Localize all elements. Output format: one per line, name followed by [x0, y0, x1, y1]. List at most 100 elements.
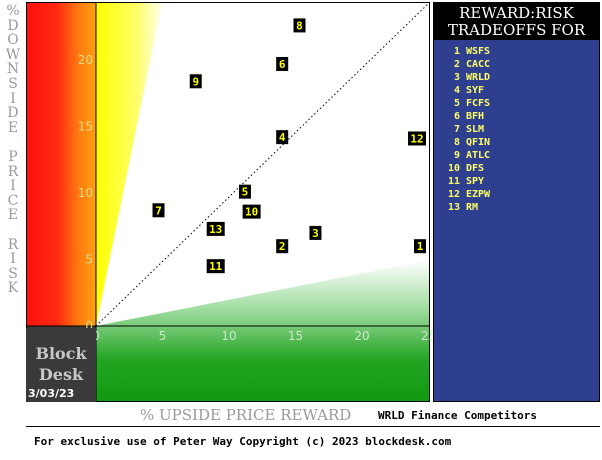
- data-point-label: 6: [279, 58, 286, 71]
- legend-item-ticker: BFH: [466, 111, 485, 122]
- legend-item: 10 DFS: [438, 162, 490, 175]
- y-axis-label-letter: P: [8, 148, 18, 165]
- x-tick-label: 5: [159, 329, 167, 343]
- data-point-label: 3: [312, 227, 319, 240]
- green-zone: [96, 260, 430, 402]
- y-axis-label-letter: I: [10, 251, 16, 268]
- data-point-marker: [206, 259, 225, 274]
- y-axis-label-letter: [2, 135, 24, 150]
- legend-item-number: 6: [453, 111, 460, 122]
- legend-item-ticker: SPY: [466, 176, 485, 187]
- y-tick-label: 25: [78, 0, 93, 1]
- legend-item: 3 WRLD: [438, 71, 490, 84]
- y-axis-label-letter: R: [7, 236, 19, 253]
- data-point-label: 11: [209, 260, 223, 273]
- legend-list: 1 WSFS 2 CACC 3 WRLD 4 SYF 5 FCFS 6 BFH 7 SLM 8 QFIN 9 AT…: [438, 45, 490, 214]
- y-axis-label-letter: S: [8, 265, 18, 282]
- legend-item: 1 WSFS: [438, 45, 490, 58]
- data-point-marker: [189, 74, 202, 89]
- data-point-label: 7: [155, 204, 162, 217]
- data-point-label: 5: [242, 186, 249, 199]
- footer-text: For exclusive use of Peter Way Copyright…: [34, 435, 452, 448]
- y-axis-label-letter: K: [7, 280, 19, 297]
- legend-item-ticker: WSFS: [466, 46, 491, 57]
- legend-item: 4 SYF: [438, 84, 490, 97]
- brand-line-1: Block: [35, 344, 87, 363]
- data-point-label: 8: [296, 19, 303, 32]
- parity-diagonal: [95, 1, 431, 327]
- legend-item-ticker: CACC: [466, 59, 491, 70]
- y-axis-label-letter: I: [10, 90, 16, 107]
- data-point-label: 2: [279, 240, 286, 253]
- chart-subtitle: WRLD Finance Competitors: [378, 409, 537, 422]
- legend-item-number: 4: [453, 85, 460, 96]
- legend-item-ticker: DFS: [466, 163, 485, 174]
- legend-item-ticker: RM: [466, 202, 479, 213]
- data-point-label: 10: [245, 206, 258, 219]
- y-tick-label: 15: [78, 120, 93, 134]
- data-point-marker: [293, 18, 306, 33]
- legend-item-number: 12: [447, 189, 460, 200]
- y-tick-label: 5: [85, 253, 93, 267]
- yellow-zone: [96, 2, 162, 326]
- y-axis-label-letter: S: [8, 75, 18, 92]
- legend-item: 9 ATLC: [438, 149, 490, 162]
- data-point-marker: [238, 184, 251, 199]
- y-axis-label-letter: E: [7, 207, 19, 224]
- legend-item: 7 SLM: [438, 123, 490, 136]
- legend-item: 13 RM: [438, 201, 490, 214]
- y-axis-label-letter: N: [6, 61, 20, 78]
- y-tick-label: 0: [85, 319, 93, 333]
- y-axis-label-letter: E: [7, 119, 19, 136]
- legend-item-number: 3: [453, 72, 460, 83]
- legend-item-number: 13: [447, 202, 460, 213]
- data-point-marker: [152, 203, 165, 218]
- legend-item-ticker: SLM: [466, 124, 485, 135]
- legend-item-ticker: QFIN: [466, 137, 491, 148]
- y-axis-label-letter: O: [7, 32, 19, 49]
- data-point-marker: [276, 239, 289, 254]
- data-point-label: 12: [410, 132, 423, 145]
- y-axis-label-letter: R: [7, 163, 19, 180]
- data-point-marker: [276, 130, 289, 145]
- legend-item: 2 CACC: [438, 58, 490, 71]
- data-point-label: 1: [417, 240, 424, 253]
- y-axis-label-letter: %: [6, 3, 20, 19]
- legend-item-ticker: EZPW: [466, 189, 491, 200]
- legend-item-number: 2: [453, 59, 460, 70]
- x-tick-label: 0: [92, 329, 100, 343]
- data-point-label: 9: [192, 75, 199, 88]
- y-axis-label-letter: C: [7, 192, 19, 209]
- legend-item-number: 8: [453, 137, 460, 148]
- legend-item-number: 9: [453, 150, 460, 161]
- legend-item-ticker: SYF: [466, 85, 485, 96]
- data-point-marker: [242, 204, 261, 219]
- x-tick-label: 15: [288, 329, 303, 343]
- legend-item-ticker: ATLC: [466, 150, 491, 161]
- y-axis-label-letter: D: [7, 17, 19, 34]
- y-axis-label-letter: W: [5, 46, 21, 63]
- legend-item: 11 SPY: [438, 175, 490, 188]
- date-label: 3/03/23: [28, 387, 75, 400]
- data-point-label: 4: [279, 131, 286, 144]
- data-point-marker: [276, 56, 289, 71]
- data-point-marker: [414, 239, 426, 254]
- legend-item-ticker: FCFS: [466, 98, 491, 109]
- plot-frame: [26, 2, 430, 402]
- y-axis-label-letter: D: [7, 105, 19, 122]
- y-axis-label-letter: I: [10, 178, 16, 195]
- x-tick-label: 10: [221, 329, 236, 343]
- legend-item: 6 BFH: [438, 110, 490, 123]
- legend-title-line2: TRADEOFFS FOR: [447, 21, 586, 39]
- data-point-marker: [408, 131, 426, 146]
- legend-item-ticker: WRLD: [466, 72, 491, 83]
- legend-item: 12 EZPW: [438, 188, 490, 201]
- brand-block: Block Desk: [26, 328, 96, 402]
- legend-header: [434, 3, 599, 40]
- x-tick-label: 20: [354, 329, 369, 343]
- legend-item-number: 7: [453, 124, 460, 135]
- data-point-label: 13: [209, 223, 222, 236]
- legend-title-line1: REWARD:RISK: [459, 4, 574, 22]
- y-tick-label: 20: [78, 53, 93, 67]
